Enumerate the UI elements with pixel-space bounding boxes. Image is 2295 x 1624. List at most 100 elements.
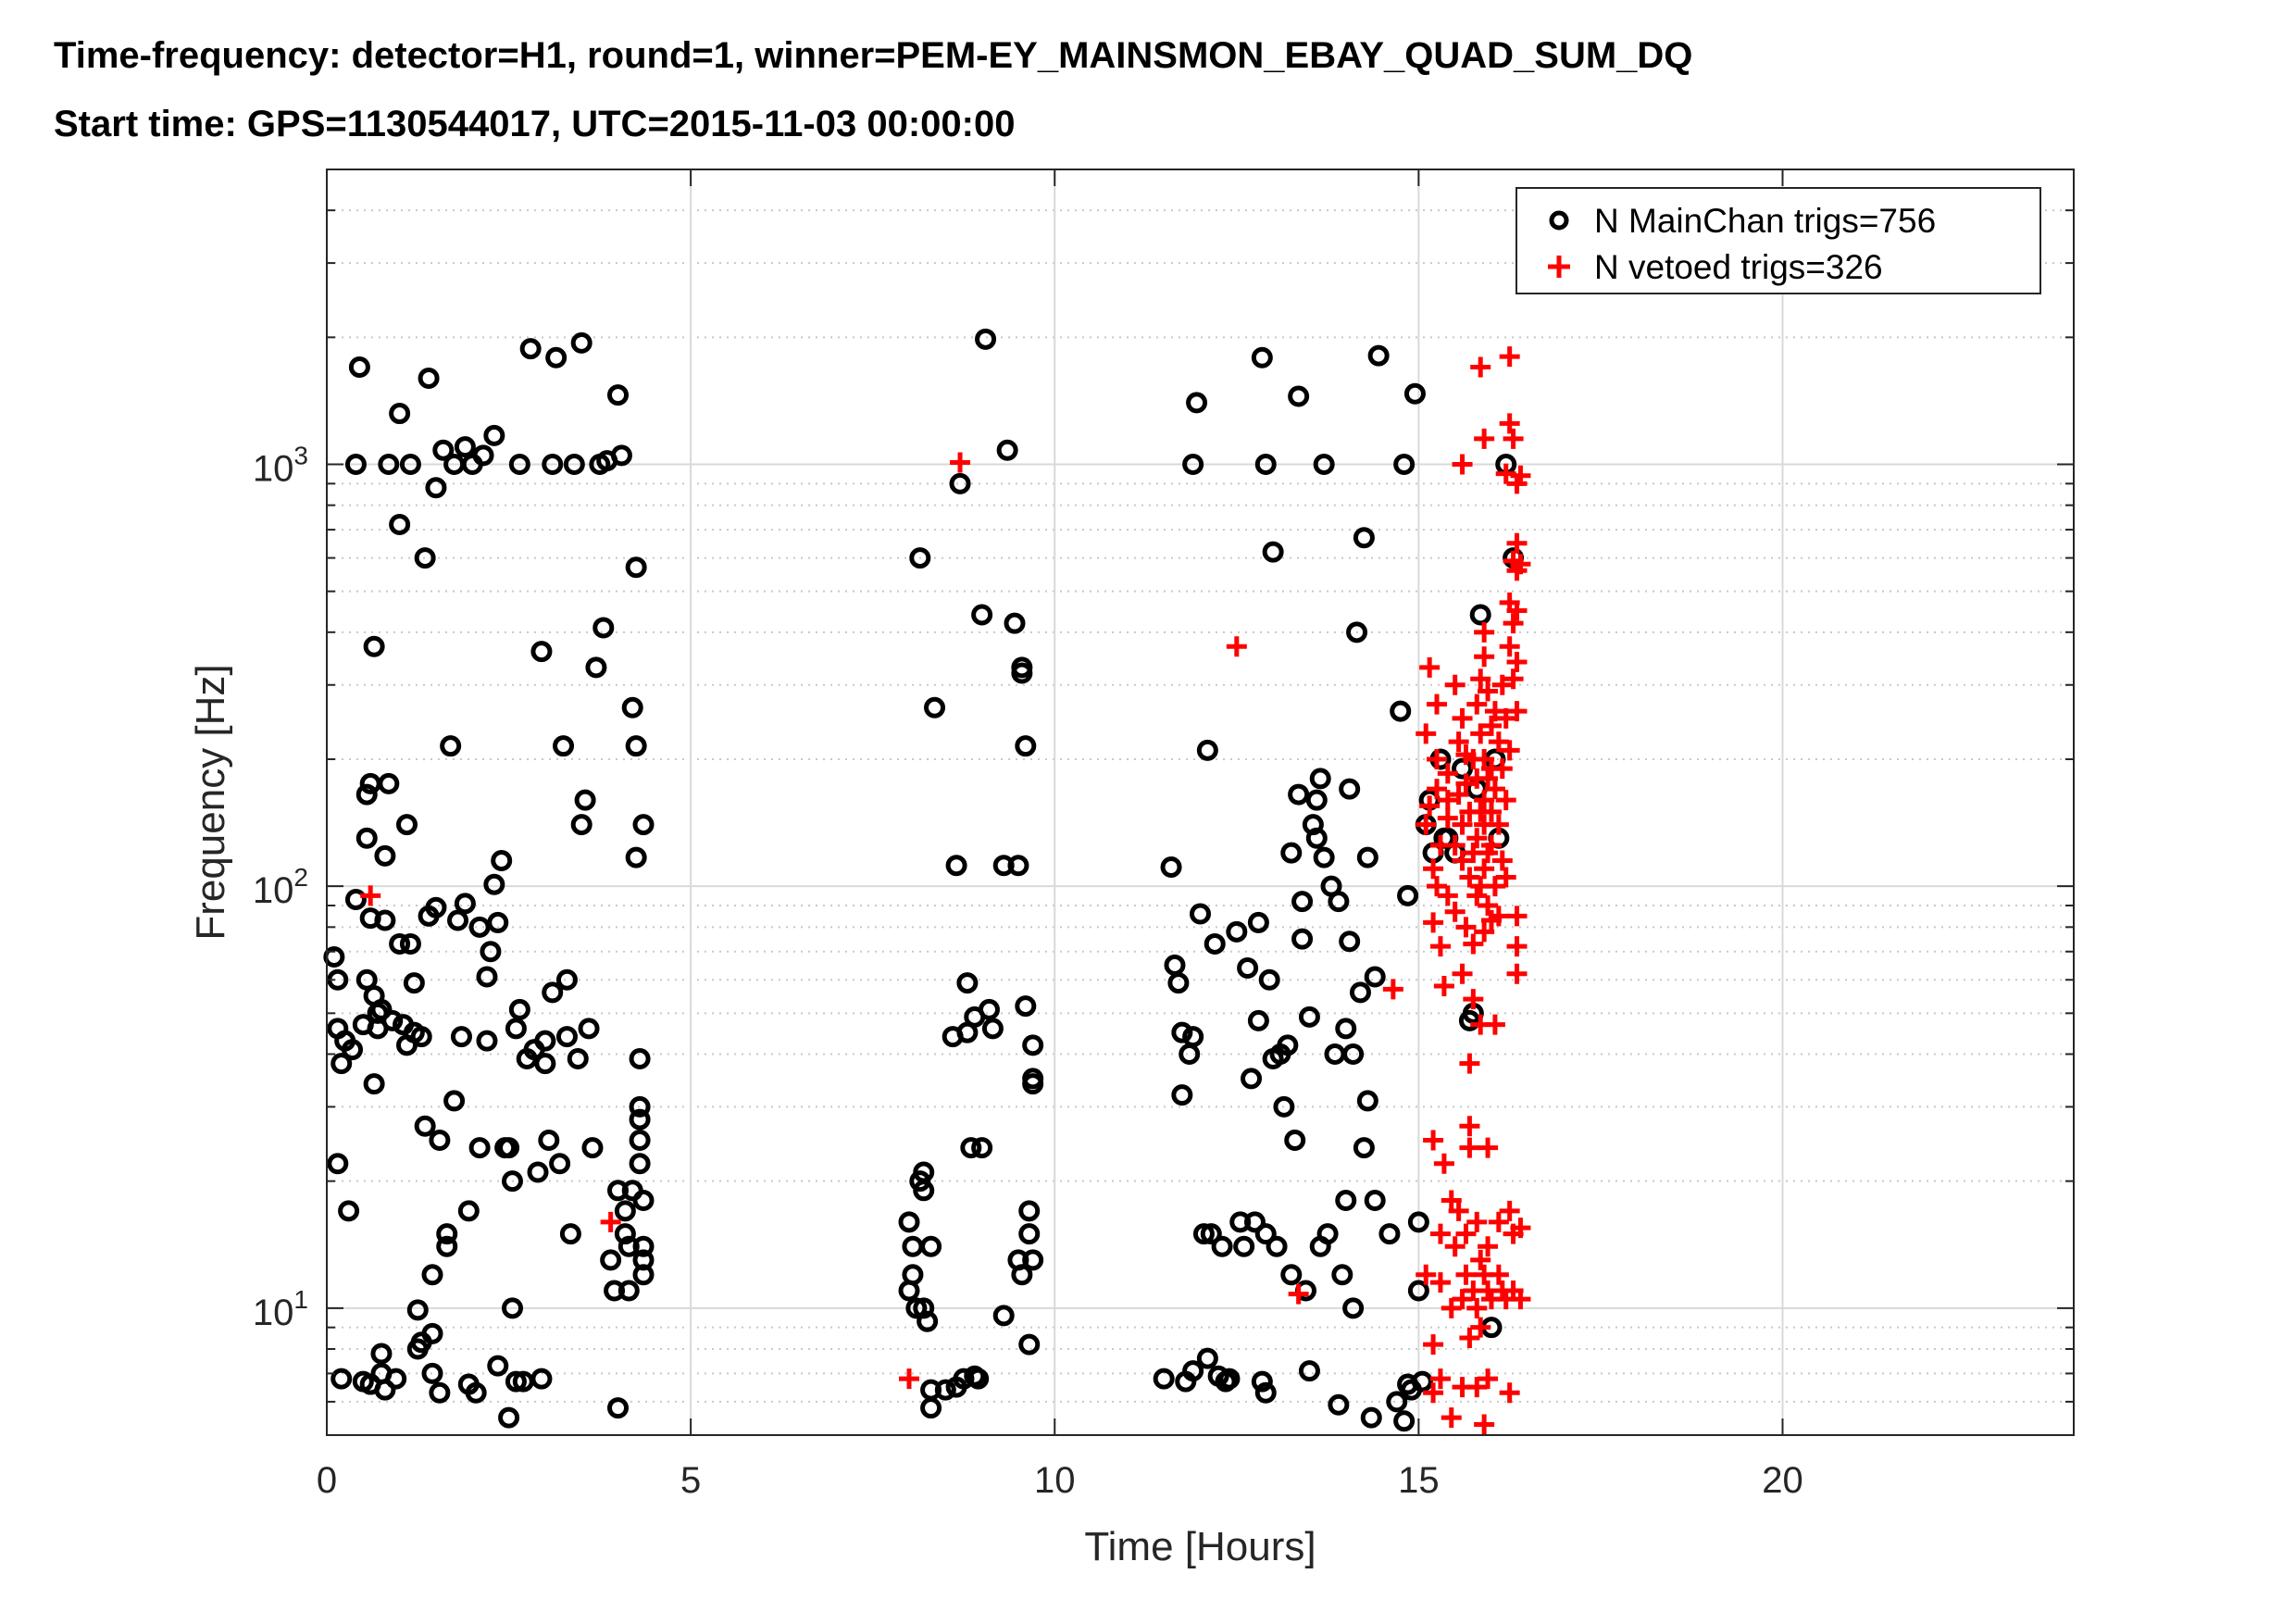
main-trigger-point — [374, 844, 396, 867]
main-trigger-point — [483, 424, 505, 446]
main-trigger-point — [629, 1095, 651, 1118]
vetoed-trigger-point — [1429, 1368, 1451, 1390]
main-trigger-point — [1342, 1043, 1365, 1065]
vetoed-trigger-point — [1448, 1200, 1469, 1221]
vetoed-trigger-point — [1506, 936, 1528, 957]
main-trigger-point — [625, 735, 647, 757]
main-trigger-point — [498, 1406, 520, 1429]
main-trigger-point — [530, 1368, 553, 1390]
vetoed-trigger-point — [1481, 835, 1502, 856]
legend-box — [1515, 187, 2041, 294]
vetoed-trigger-point — [1491, 674, 1513, 695]
vetoed-trigger-point — [1495, 707, 1516, 729]
main-trigger-point — [443, 1090, 466, 1112]
vetoed-trigger-point — [1423, 1382, 1444, 1404]
main-trigger-point — [607, 384, 629, 406]
main-trigger-point — [1015, 735, 1037, 757]
main-trigger-point — [468, 1137, 491, 1159]
axis-ticks: 0 5 10 15 20 101 102 103 — [253, 169, 2074, 1501]
main-trigger-point — [399, 453, 421, 475]
main-trigger-point — [625, 556, 647, 579]
main-trigger-point — [1022, 1034, 1044, 1056]
main-trigger-point — [549, 1153, 571, 1175]
main-trigger-point — [1360, 1406, 1382, 1429]
main-trigger-point — [1022, 1068, 1044, 1090]
main-trigger-point — [1291, 891, 1314, 913]
main-trigger-point — [978, 998, 1000, 1020]
vetoed-trigger-point — [1455, 773, 1477, 794]
main-trigger-point — [1309, 768, 1331, 790]
main-trigger-point — [1356, 846, 1378, 868]
main-trigger-point — [578, 1018, 600, 1040]
main-trigger-point — [425, 477, 447, 499]
main-trigger-point — [1004, 612, 1026, 634]
main-trigger-point — [440, 735, 462, 757]
main-trigger-point — [454, 893, 476, 915]
main-trigger-point — [447, 909, 469, 931]
main-trigger-point — [913, 1180, 935, 1202]
main-trigger-point — [331, 1053, 353, 1075]
main-trigger-point — [1390, 700, 1412, 722]
main-trigger-point — [476, 966, 498, 988]
main-trigger-point — [1192, 1223, 1215, 1245]
main-trigger-point — [1018, 1333, 1041, 1355]
main-trigger-point — [960, 1137, 982, 1159]
main-trigger-point — [574, 789, 596, 811]
main-trigger-point — [555, 968, 578, 991]
vetoed-trigger-point — [1478, 1137, 1499, 1158]
vetoed-trigger-point — [1226, 636, 1247, 657]
main-trigger-point — [355, 783, 378, 806]
main-trigger-point — [534, 1053, 556, 1075]
main-trigger-point — [1254, 453, 1277, 475]
main-trigger-point — [592, 617, 615, 639]
main-trigger-point — [607, 1397, 629, 1419]
vetoed-trigger-point — [1510, 1289, 1531, 1310]
main-trigger-point — [1386, 1391, 1408, 1413]
main-trigger-point — [971, 1137, 993, 1159]
main-trigger-point — [421, 1362, 443, 1384]
main-trigger-point — [1393, 1410, 1416, 1432]
main-trigger-point — [1335, 1018, 1357, 1040]
vetoed-trigger-point — [1382, 979, 1403, 1000]
vetoed-trigger-point — [1459, 1327, 1480, 1348]
vetoed-trigger-point — [1427, 779, 1448, 800]
main-trigger-point — [1328, 891, 1350, 913]
x-tick-label: 10 — [1034, 1460, 1076, 1501]
main-trigger-point — [487, 1355, 509, 1377]
vetoed-trigger-point — [1459, 1137, 1480, 1158]
main-trigger-point — [498, 1137, 520, 1159]
main-trigger-point — [457, 1200, 480, 1222]
vetoed-trigger-point — [1444, 674, 1466, 695]
main-trigger-point — [1346, 621, 1368, 643]
vetoed-trigger-point — [1470, 723, 1491, 744]
vetoed-trigger-point — [1474, 1414, 1495, 1435]
main-trigger-point — [342, 1039, 364, 1061]
main-trigger-point — [468, 916, 491, 938]
main-trigger-point — [395, 814, 418, 836]
y-axis-label: Frequency [Hz] — [188, 664, 233, 940]
main-trigger-point — [1258, 968, 1280, 991]
vetoed-trigger-point — [1452, 850, 1473, 871]
main-trigger-point — [378, 772, 400, 794]
vetoed-trigger-point — [1481, 715, 1502, 736]
vetoed-trigger-point — [1427, 693, 1448, 715]
main-trigger-point — [1196, 1347, 1218, 1369]
main-trigger-point — [1280, 842, 1303, 864]
main-trigger-point — [483, 873, 505, 895]
vetoed-trigger-point — [1423, 1130, 1444, 1151]
main-trigger-point — [1353, 527, 1375, 549]
main-trigger-point — [563, 453, 585, 475]
main-trigger-point — [327, 1153, 349, 1175]
vetoed-trigger-point — [1478, 681, 1499, 702]
main-trigger-point — [487, 911, 509, 933]
main-trigger-point — [1342, 1297, 1365, 1319]
x-axis-label: Time [Hours] — [1084, 1524, 1316, 1569]
vetoed-trigger-point — [1484, 779, 1505, 800]
vetoed-trigger-point — [1491, 850, 1513, 871]
chart-subtitle: Start time: GPS=1130544017, UTC=2015-11-… — [54, 104, 1016, 144]
vetoed-trigger-point — [1488, 1264, 1509, 1285]
vetoed-trigger-point — [1452, 963, 1473, 984]
main-trigger-point — [1339, 778, 1361, 800]
plot-area — [327, 169, 2074, 1435]
main-trigger-point — [1313, 453, 1335, 475]
